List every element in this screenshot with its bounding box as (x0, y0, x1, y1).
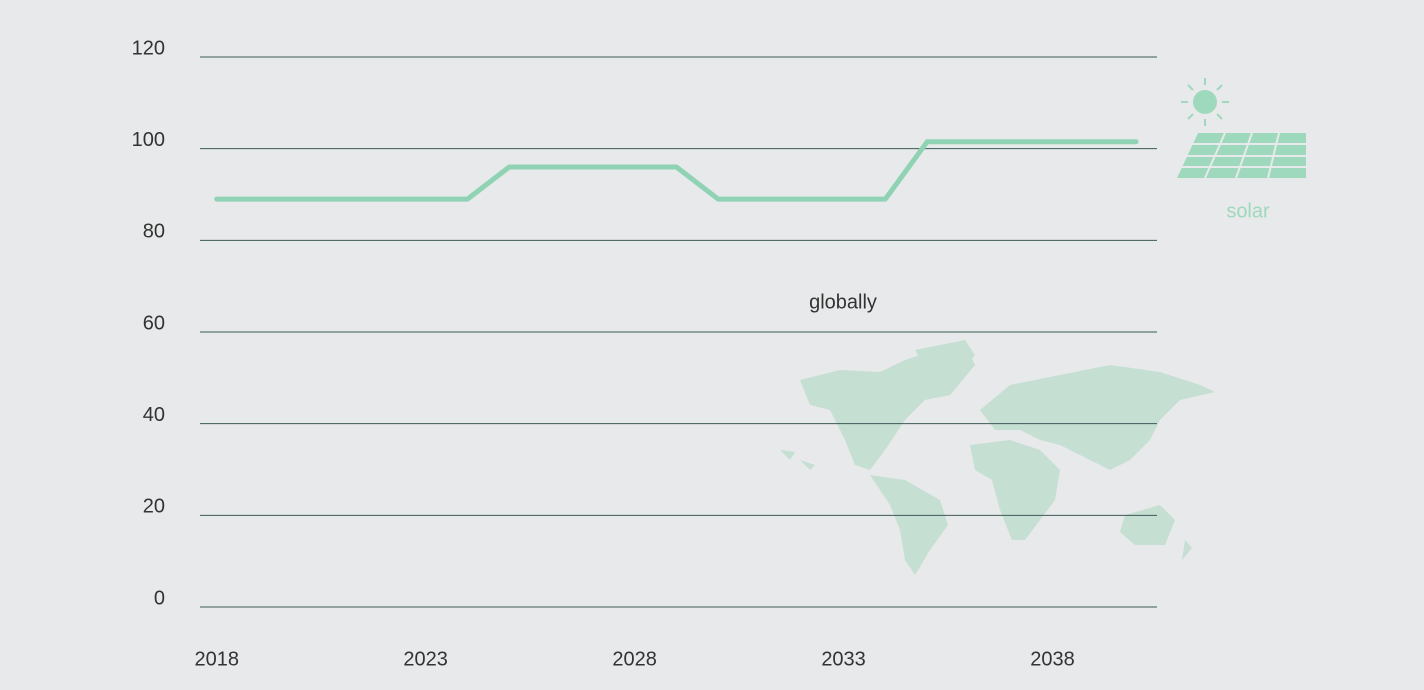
y-tick-label: 120 (132, 37, 165, 59)
x-tick-label: 2028 (612, 648, 657, 670)
sun-icon (1181, 78, 1229, 126)
y-tick-label: 100 (132, 129, 165, 151)
solar-panel-icon (1177, 132, 1306, 179)
y-tick-label: 80 (143, 221, 165, 243)
line (214, 139, 1139, 202)
y-tick-label: 60 (143, 312, 165, 334)
annotation: globally (809, 291, 877, 313)
y-tick-label: 40 (143, 404, 165, 426)
x-tick-label: 2018 (194, 648, 239, 670)
x-tick-label: 2023 (403, 648, 448, 670)
y-tick-label: 0 (154, 587, 165, 609)
x-tick-label: 2038 (1030, 648, 1075, 670)
annotation: solar (1226, 200, 1270, 222)
x-tick-label: 2033 (821, 648, 866, 670)
y-tick-label: 20 (143, 496, 165, 518)
